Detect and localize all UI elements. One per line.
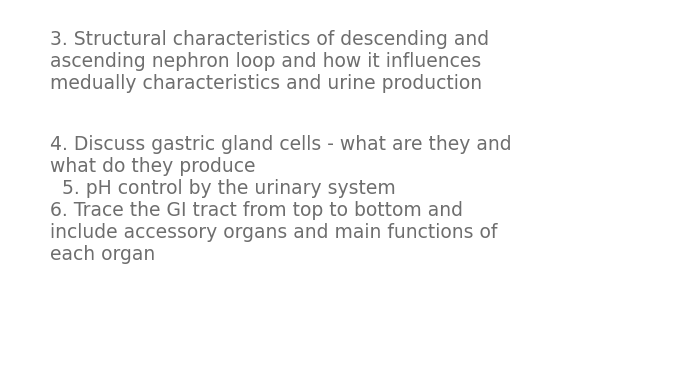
Text: medually characteristics and urine production: medually characteristics and urine produ… — [50, 74, 482, 93]
Text: 3. Structural characteristics of descending and: 3. Structural characteristics of descend… — [50, 30, 489, 49]
Text: 5. pH control by the urinary system: 5. pH control by the urinary system — [50, 179, 395, 198]
Text: include accessory organs and main functions of: include accessory organs and main functi… — [50, 223, 498, 242]
Text: 4. Discuss gastric gland cells - what are they and: 4. Discuss gastric gland cells - what ar… — [50, 135, 512, 154]
Text: what do they produce: what do they produce — [50, 157, 255, 176]
Text: each organ: each organ — [50, 245, 155, 264]
Text: 6. Trace the GI tract from top to bottom and: 6. Trace the GI tract from top to bottom… — [50, 201, 463, 220]
Text: ascending nephron loop and how it influences: ascending nephron loop and how it influe… — [50, 52, 482, 71]
